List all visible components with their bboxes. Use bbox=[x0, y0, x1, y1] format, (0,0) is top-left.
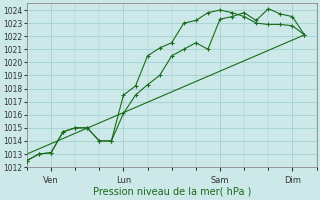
X-axis label: Pression niveau de la mer( hPa ): Pression niveau de la mer( hPa ) bbox=[92, 187, 251, 197]
